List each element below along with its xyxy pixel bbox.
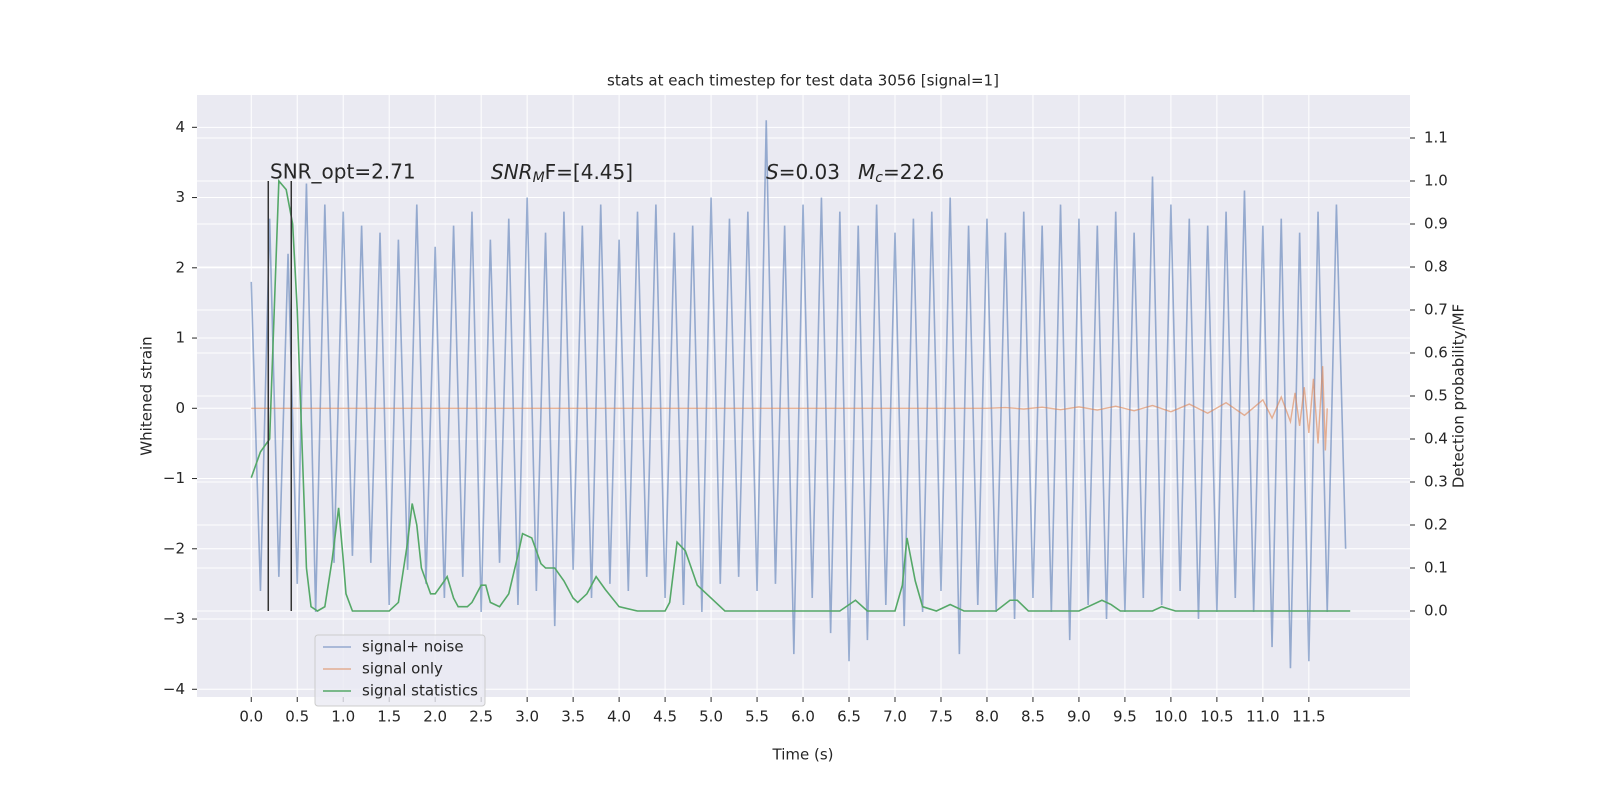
x-tick-label: 1.5 [377,708,401,726]
chart-title: stats at each timestep for test data 305… [607,72,999,90]
x-tick-label: 6.5 [837,708,861,726]
x-tick-label: 10.0 [1154,708,1187,726]
x-tick-label: 6.0 [791,708,815,726]
y-axis-label: Whitened strain [138,336,156,455]
x-tick-label: 0.0 [239,708,263,726]
series-line [250,120,1347,669]
y-tick-label: 0 [175,399,185,417]
series-line [250,178,1351,612]
x-tick-label: 1.0 [331,708,355,726]
y2-tick-label: 0.7 [1424,301,1448,319]
y2-tick-label: 0.3 [1424,473,1448,491]
annotation-main: S [766,160,779,184]
legend-label: signal+ noise [362,638,464,656]
y2-tick-label: 0.2 [1424,516,1448,534]
y2-tick-label: 0.6 [1424,344,1448,362]
y2-tick-label: 1.0 [1424,172,1448,190]
x-tick-label: 9.5 [1113,708,1137,726]
y-tick-label: 3 [175,188,185,206]
y2-tick-label: 0.1 [1424,559,1448,577]
x-tick-label: 5.5 [745,708,769,726]
y-tick-label: −1 [163,469,185,487]
annotation: SNRMF=[4.45] [491,160,633,187]
annotation: SNR_opt=2.71 [270,160,416,184]
y2-tick-label: 1.1 [1424,129,1448,147]
legend-label: signal only [362,660,443,678]
x-tick-label: 8.0 [975,708,999,726]
x-tick-label: 7.0 [883,708,907,726]
y2-tick-label: 0.0 [1424,602,1448,620]
annotation-sub: M [533,170,545,186]
annotation-main: M [858,160,875,184]
annotation-main: SNR [491,160,533,184]
legend-label: signal statistics [362,682,478,700]
y-tick-label: −4 [163,680,185,698]
x-tick-label: 8.5 [1021,708,1045,726]
y-tick-label: 2 [175,258,185,276]
x-tick-label: 2.5 [469,708,493,726]
y-tick-label: −3 [163,610,185,628]
annotation-sub: c [875,170,883,186]
x-tick-label: 3.5 [561,708,585,726]
y-tick-label: −2 [163,539,185,557]
x-tick-label: 9.0 [1067,708,1091,726]
x-tick-label: 7.5 [929,708,953,726]
y-tick-label: 4 [175,118,185,136]
legend-box [314,634,486,707]
x-tick-label: 5.0 [699,708,723,726]
y2-tick-label: 0.8 [1424,258,1448,276]
x-tick-label: 4.5 [653,708,677,726]
series-line [251,366,1328,451]
y2-tick-label: 0.5 [1424,387,1448,405]
y2-axis-label: Detection probability/MF [1450,304,1468,488]
x-axis-label: Time (s) [772,746,834,764]
x-tick-label: 10.5 [1200,708,1233,726]
x-tick-label: 11.0 [1246,708,1279,726]
x-tick-label: 3.0 [515,708,539,726]
x-tick-label: 0.5 [285,708,309,726]
y-tick-label: 1 [175,329,185,347]
annotation-tail: =0.03 [779,160,840,184]
annotation-tail: =22.6 [883,160,944,184]
x-tick-label: 11.5 [1292,708,1325,726]
annotation-tail: F=[4.45] [545,160,633,184]
annotation: Mc=22.6 [858,160,944,187]
annotation: S=0.03 [766,160,840,184]
x-tick-label: 2.0 [423,708,447,726]
y2-tick-label: 0.9 [1424,215,1448,233]
x-tick-label: 4.0 [607,708,631,726]
y2-tick-label: 0.4 [1424,430,1448,448]
